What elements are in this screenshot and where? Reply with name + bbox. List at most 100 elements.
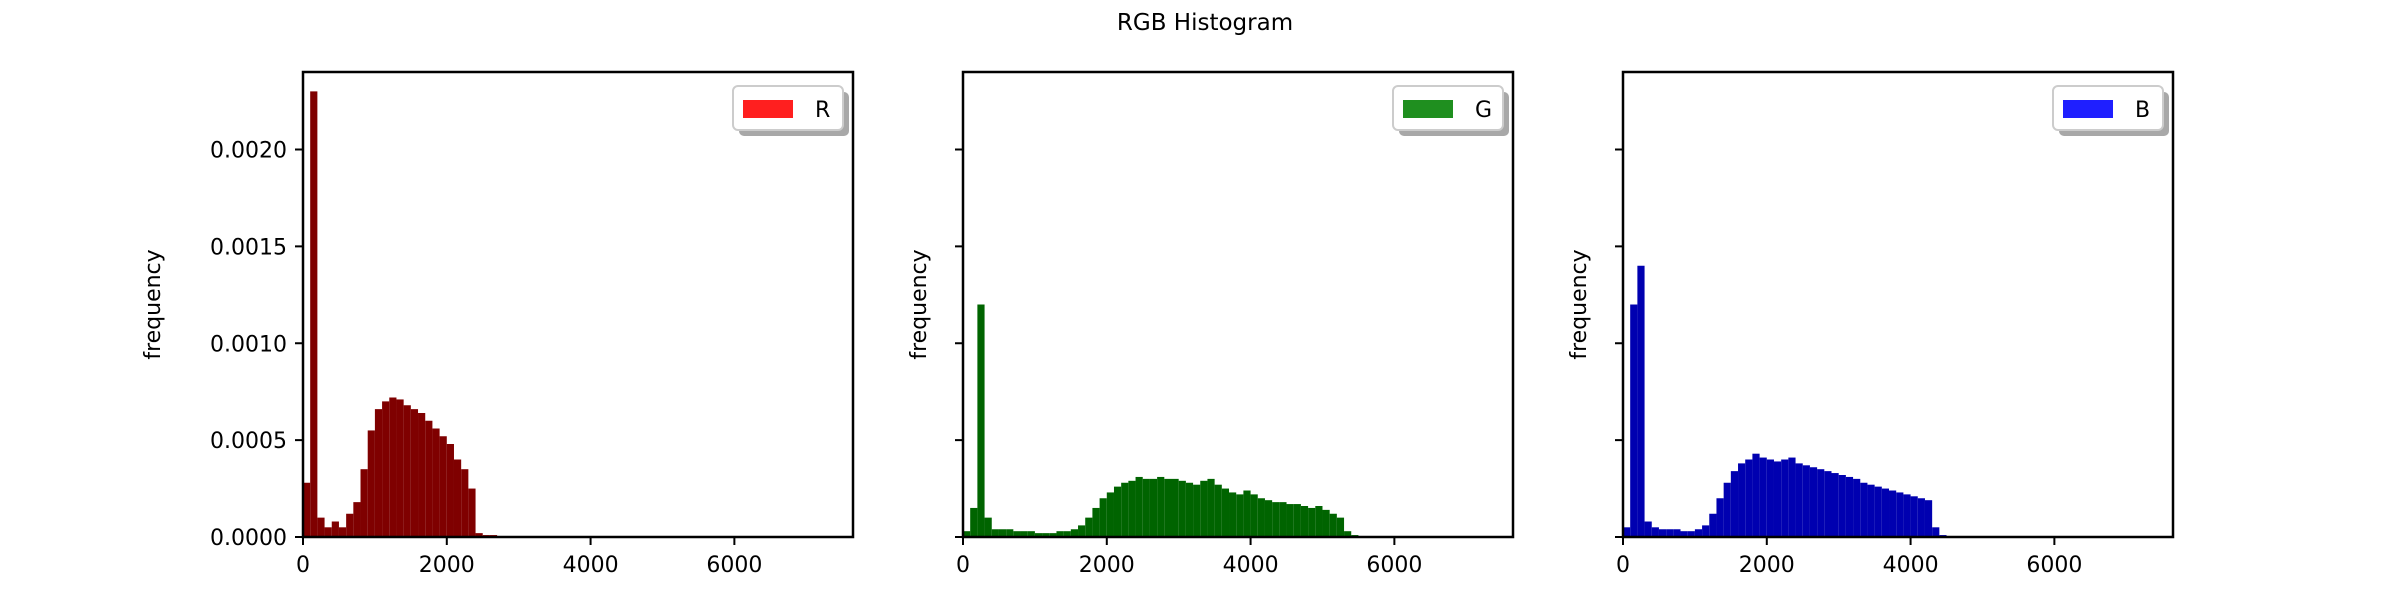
y-tick-label: 0.0000 <box>210 526 287 551</box>
histogram-bar <box>1344 531 1352 537</box>
histogram-bar <box>1824 471 1832 538</box>
histogram-bar <box>1121 482 1129 537</box>
x-tick-label: 2000 <box>1739 553 1795 578</box>
histogram-bar <box>1049 533 1057 538</box>
y-axis-label: frequency <box>1567 249 1592 359</box>
histogram-bar <box>1178 480 1186 537</box>
histogram-bar <box>1193 484 1201 537</box>
histogram-bar <box>374 409 383 538</box>
histogram-bar <box>1293 504 1301 537</box>
y-tick-label: 0.0005 <box>210 429 287 454</box>
x-tick-label: 4000 <box>1223 553 1279 578</box>
histogram-bar <box>1221 488 1230 537</box>
histogram-bar <box>1759 457 1767 537</box>
histogram-bar <box>1207 478 1215 538</box>
histogram-bar <box>1889 490 1897 537</box>
histogram-bar <box>1171 478 1179 538</box>
histogram-bar <box>475 533 483 538</box>
histogram-bar <box>1687 531 1695 537</box>
histogram-bar <box>977 304 985 537</box>
histogram-bar <box>1723 482 1731 537</box>
histogram-bar <box>403 405 411 537</box>
histogram-bar <box>338 527 347 537</box>
histogram-bar <box>453 459 462 537</box>
histogram-bar <box>1329 513 1337 537</box>
histogram-bar <box>1128 480 1136 537</box>
histogram-bar <box>1658 529 1667 537</box>
histogram-bar <box>1917 498 1925 537</box>
histogram-bar <box>1730 471 1739 538</box>
x-tick-label: 6000 <box>1366 553 1422 578</box>
histogram-bar <box>1853 478 1861 538</box>
histogram-bar <box>324 527 332 537</box>
histogram-bar <box>353 502 361 538</box>
histogram-bar <box>1881 488 1890 537</box>
histogram-bar <box>1157 476 1165 537</box>
histogram-bar <box>1752 453 1760 537</box>
histogram-bar <box>310 91 318 538</box>
histogram-bar <box>446 444 454 537</box>
histogram-bar <box>970 507 978 537</box>
x-tick-label: 2000 <box>1079 553 1135 578</box>
axes-frame <box>961 70 1515 539</box>
histogram-bar <box>1910 496 1918 537</box>
histogram-bar <box>1630 304 1638 537</box>
histogram-bar <box>303 482 311 537</box>
histogram-bar <box>1308 507 1316 537</box>
histogram-bar <box>1063 531 1071 537</box>
histogram-bar <box>1644 521 1652 537</box>
histogram-bar <box>1802 465 1810 537</box>
histogram-bar <box>331 521 339 537</box>
histogram-bar <box>1766 459 1774 537</box>
histogram-bar <box>1264 500 1273 537</box>
histogram-bar <box>1315 506 1323 537</box>
histogram-bar <box>1745 459 1753 537</box>
histogram-bar <box>367 430 375 537</box>
legend-label: B <box>2135 98 2150 123</box>
y-axis-label: frequency <box>141 249 166 359</box>
histogram-bar <box>1924 500 1933 537</box>
histogram-bar <box>1013 531 1021 537</box>
histogram-bar <box>1243 490 1251 537</box>
legend-swatch <box>1403 100 1453 118</box>
histogram-bar <box>1142 478 1150 538</box>
histogram-bar <box>1651 527 1659 537</box>
histogram-bar <box>1070 529 1079 537</box>
histogram-bar <box>1300 506 1309 537</box>
histogram-bar <box>1135 476 1143 537</box>
histogram-bar <box>1788 457 1796 537</box>
histogram-bar <box>1773 461 1782 537</box>
histogram-bar <box>1831 473 1839 537</box>
histogram-bar <box>439 436 447 537</box>
x-tick-label: 0 <box>1616 553 1630 578</box>
histogram-bar <box>1042 533 1050 538</box>
figure-title: RGB Histogram <box>1117 10 1293 36</box>
histogram-bar <box>1694 529 1703 537</box>
histogram-bar <box>410 409 419 538</box>
histogram-bar <box>1680 531 1688 537</box>
histogram-bar <box>1200 480 1208 537</box>
histogram-bar <box>1078 525 1086 538</box>
histogram-bar <box>1860 482 1868 537</box>
histogram-bar <box>346 513 354 537</box>
histogram-bar <box>1006 529 1014 537</box>
histogram-bar <box>1185 482 1194 537</box>
x-tick-label: 4000 <box>563 553 619 578</box>
histogram-bar <box>1817 469 1825 537</box>
histogram-bar <box>1336 517 1345 538</box>
histogram-bar <box>1257 498 1265 537</box>
histogram-bar <box>418 413 426 537</box>
histogram-bar <box>1637 265 1645 537</box>
histogram-bar <box>1795 463 1803 538</box>
histogram-bar <box>1099 498 1107 537</box>
histogram-bar <box>1781 459 1789 537</box>
histogram-bar <box>1623 527 1631 537</box>
histogram-bar <box>991 529 999 537</box>
histogram-bar <box>963 531 971 537</box>
legend-label: R <box>815 98 830 123</box>
histogram-bar <box>1845 476 1854 537</box>
histogram-bar <box>1020 531 1028 537</box>
histogram-bar <box>1250 494 1258 538</box>
histogram-bar <box>1896 492 1904 537</box>
histogram-bar <box>360 469 368 537</box>
